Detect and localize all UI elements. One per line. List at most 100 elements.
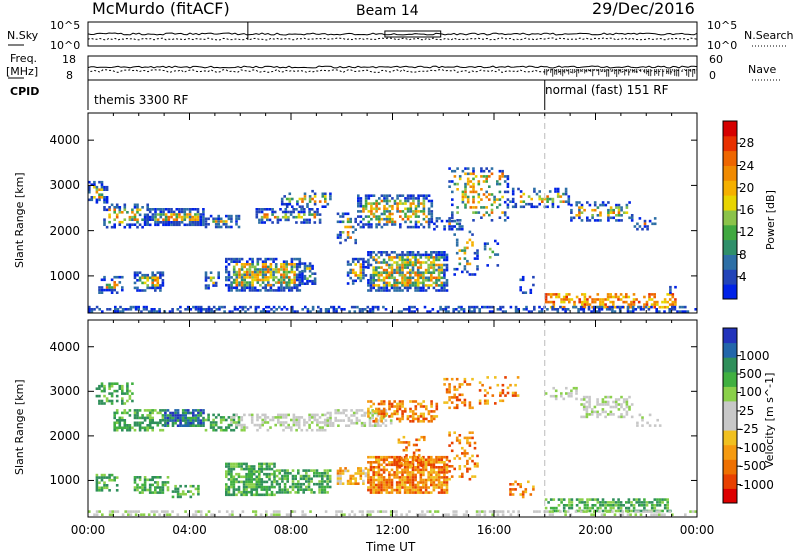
velocity-cell <box>599 506 602 510</box>
velocity-cell <box>297 472 300 475</box>
power-cell <box>180 218 184 221</box>
power-cell <box>318 218 322 222</box>
power-cell <box>88 188 91 191</box>
velocity-cell <box>123 424 127 427</box>
power-cell <box>370 210 373 213</box>
power-cell <box>432 251 436 254</box>
power-cell <box>437 268 441 272</box>
power-cell <box>472 182 475 186</box>
power-cell <box>488 175 491 178</box>
power-cell <box>240 268 244 271</box>
velocity-cell <box>403 455 407 459</box>
power-cell <box>339 220 342 224</box>
power-cell <box>628 201 631 204</box>
power-cell <box>235 276 239 279</box>
power-cell <box>183 210 187 214</box>
power-cell <box>254 308 258 311</box>
velocity-cell <box>403 491 407 494</box>
power-cell <box>251 276 254 279</box>
power-cell <box>276 221 280 224</box>
velocity-cell <box>113 421 116 425</box>
velocity-cell <box>395 510 398 513</box>
velocity-cell <box>400 441 403 444</box>
velocity-cell <box>554 394 558 398</box>
power-cell <box>128 223 132 226</box>
velocity-cell <box>390 478 394 482</box>
power-cell <box>143 215 147 219</box>
power-cell <box>451 190 454 194</box>
velocity-cell <box>455 454 459 458</box>
velocity-cell <box>231 513 234 516</box>
velocity-cell <box>641 424 644 427</box>
power-cell <box>217 217 220 221</box>
power-cell <box>409 204 413 208</box>
velocity-cell <box>318 426 322 429</box>
velocity-cell <box>133 411 137 415</box>
velocity-cell <box>260 493 264 497</box>
power-cell <box>581 300 584 304</box>
velocity-cell <box>362 472 365 475</box>
velocity-cell <box>367 410 370 413</box>
velocity-cell <box>417 438 421 442</box>
velocity-cell <box>380 417 383 421</box>
velocity-cell <box>143 409 147 412</box>
power-cell <box>267 278 270 282</box>
power-cell <box>453 175 457 178</box>
power-cell <box>488 193 491 196</box>
velocity-cell <box>263 467 266 471</box>
velocity-cell <box>570 498 574 501</box>
power-cell <box>617 298 620 301</box>
power-cell <box>493 198 496 201</box>
velocity-cell <box>427 478 430 482</box>
power-cell <box>290 286 294 290</box>
velocity-cell <box>377 458 381 462</box>
velocity-cell <box>417 420 420 423</box>
velocity-cell <box>395 481 399 484</box>
power-cell <box>615 214 618 217</box>
velocity-cell <box>367 488 370 492</box>
power-cell <box>409 258 412 262</box>
velocity-cell <box>247 475 251 479</box>
power-colorbar-tick-label: 8 <box>739 247 747 262</box>
power-cell <box>470 310 474 313</box>
power-cell <box>496 253 500 256</box>
velocity-cell <box>108 473 111 477</box>
velocity-cell <box>268 478 271 481</box>
power-cell <box>362 260 365 264</box>
velocity-cell <box>161 486 165 489</box>
power-cell <box>367 263 370 267</box>
velocity-cell <box>260 480 264 484</box>
velocity-cell <box>351 477 355 480</box>
velocity-cell <box>617 509 620 513</box>
power-cell <box>214 220 218 223</box>
velocity-cell <box>430 476 433 479</box>
velocity-cell <box>161 416 165 420</box>
velocity-cell <box>471 459 474 463</box>
velocity-cell <box>212 513 216 516</box>
velocity-cell <box>486 376 489 379</box>
power-cell <box>264 268 267 271</box>
velocity-cell <box>260 485 264 489</box>
power-cell <box>119 305 122 309</box>
power-cell <box>199 218 202 221</box>
power-cell <box>388 217 392 221</box>
power-cell <box>564 187 568 191</box>
velocity-cell <box>402 448 406 452</box>
velocity-cell <box>268 475 271 479</box>
nsky-tick-high: 10^5 <box>50 19 81 32</box>
power-cell <box>443 253 446 257</box>
power-cell <box>324 195 327 198</box>
power-cell <box>88 305 91 309</box>
velocity-cell <box>258 462 261 466</box>
velocity-cell <box>481 383 484 387</box>
velocity-cell <box>308 416 311 419</box>
power-cell <box>311 305 315 309</box>
velocity-cell <box>422 417 425 421</box>
velocity-cell <box>118 416 122 420</box>
velocity-cell <box>279 423 283 427</box>
power-cell <box>163 310 167 313</box>
velocity-cell <box>609 395 613 399</box>
velocity-cell <box>265 467 269 471</box>
velocity-cell <box>648 424 652 427</box>
velocity-cell <box>377 461 381 464</box>
